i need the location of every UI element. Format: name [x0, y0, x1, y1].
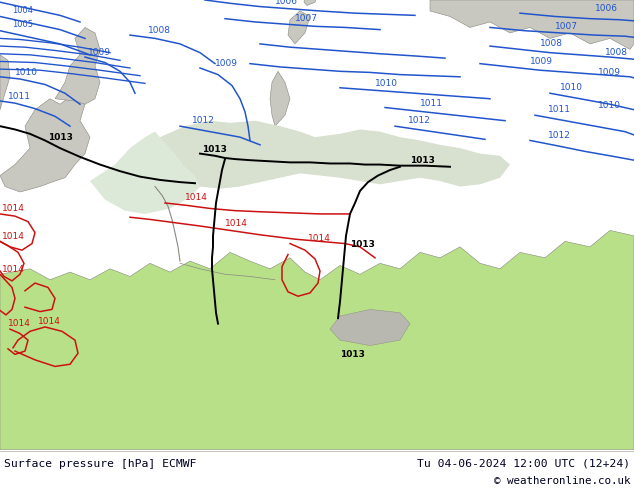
- Text: 1008: 1008: [540, 39, 563, 48]
- Text: 1008: 1008: [605, 48, 628, 57]
- Polygon shape: [0, 230, 634, 450]
- Text: 1012: 1012: [192, 116, 215, 125]
- Text: 1013: 1013: [202, 146, 227, 154]
- Polygon shape: [288, 11, 310, 44]
- Polygon shape: [430, 0, 634, 49]
- Text: 1010: 1010: [15, 68, 38, 76]
- Text: 1011: 1011: [8, 92, 31, 101]
- Text: 1009: 1009: [530, 57, 553, 66]
- Text: 1010: 1010: [560, 83, 583, 92]
- Polygon shape: [0, 93, 90, 192]
- Polygon shape: [330, 309, 410, 345]
- Text: 1014: 1014: [38, 317, 61, 326]
- Polygon shape: [155, 121, 510, 189]
- Text: 1014: 1014: [225, 219, 248, 228]
- Polygon shape: [90, 132, 200, 214]
- Text: 1014: 1014: [185, 193, 208, 202]
- Text: 1012: 1012: [408, 116, 431, 125]
- Text: 1014: 1014: [308, 234, 331, 244]
- Text: 1013: 1013: [410, 156, 435, 166]
- Text: 1014: 1014: [2, 232, 25, 241]
- Polygon shape: [304, 0, 318, 5]
- Text: 1004: 1004: [12, 6, 33, 15]
- Text: 1014: 1014: [2, 265, 25, 274]
- Text: 1011: 1011: [548, 105, 571, 114]
- Text: 1009: 1009: [215, 59, 238, 68]
- Text: 1013: 1013: [350, 240, 375, 249]
- Text: 1007: 1007: [295, 14, 318, 23]
- Text: 1003: 1003: [12, 0, 33, 1]
- Polygon shape: [55, 27, 100, 104]
- Text: 1013: 1013: [48, 133, 73, 143]
- Text: 1014: 1014: [2, 204, 25, 213]
- Text: 1007: 1007: [555, 22, 578, 30]
- Text: 1008: 1008: [148, 26, 171, 35]
- Text: 1009: 1009: [88, 48, 111, 57]
- Text: 1011: 1011: [420, 99, 443, 108]
- Text: Surface pressure [hPa] ECMWF: Surface pressure [hPa] ECMWF: [4, 459, 197, 469]
- Text: 1006: 1006: [275, 0, 298, 6]
- Text: 1013: 1013: [340, 349, 365, 359]
- Text: © weatheronline.co.uk: © weatheronline.co.uk: [493, 476, 630, 486]
- Text: Tu 04-06-2024 12:00 UTC (12+24): Tu 04-06-2024 12:00 UTC (12+24): [417, 459, 630, 469]
- Text: 1009: 1009: [598, 68, 621, 76]
- Polygon shape: [0, 55, 10, 110]
- Text: 1012: 1012: [548, 131, 571, 140]
- Text: 1005: 1005: [12, 21, 33, 29]
- Text: 1014: 1014: [8, 319, 31, 328]
- Text: 1010: 1010: [375, 78, 398, 88]
- Text: 1010: 1010: [598, 100, 621, 110]
- Text: 1006: 1006: [595, 4, 618, 13]
- Polygon shape: [270, 72, 290, 126]
